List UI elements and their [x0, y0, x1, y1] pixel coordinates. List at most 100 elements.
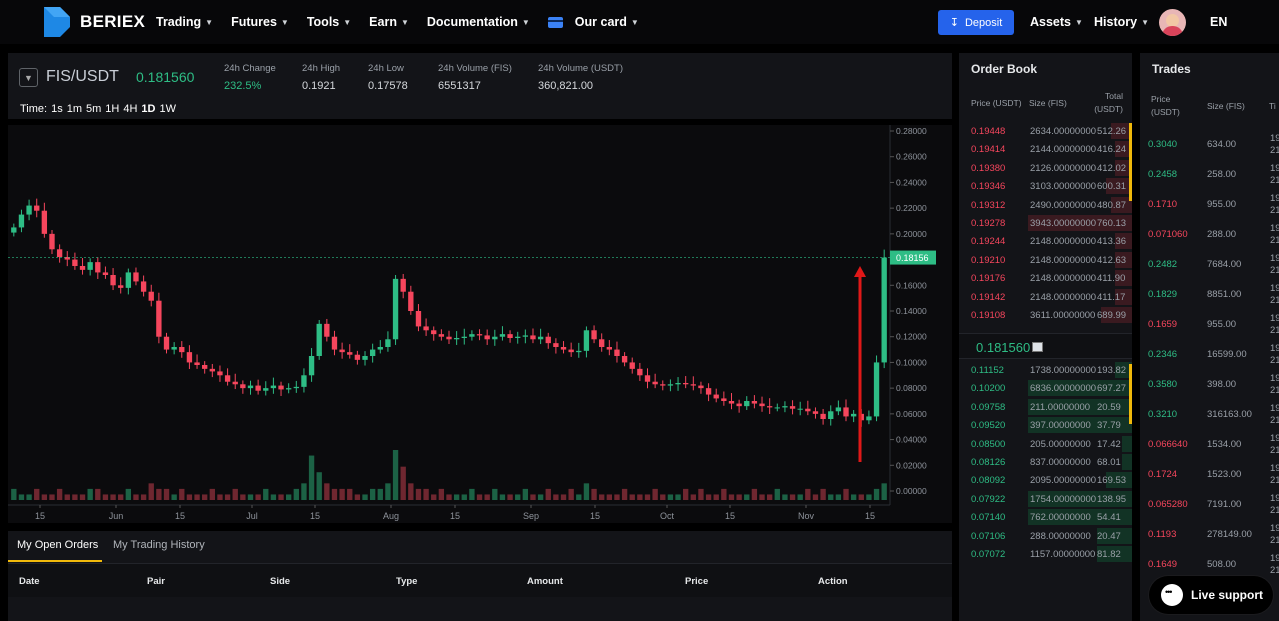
ob-price: 0.19108	[971, 310, 1006, 321]
tab-my-trading-history[interactable]: My Trading History	[113, 539, 205, 551]
volume-bar	[820, 488, 826, 500]
ob-bid-row[interactable]: 0.10200 6836.00000000 697.27	[959, 379, 1132, 397]
trade-time-line: 21	[1270, 145, 1279, 156]
trade-size: 398.00	[1207, 379, 1237, 390]
depth-bar	[1111, 123, 1132, 139]
volume-bar	[881, 483, 887, 500]
trade-price: 0.2458	[1148, 169, 1178, 180]
interval-1d[interactable]: 1D	[141, 103, 156, 115]
ob-size: 2490.00000000	[1030, 199, 1097, 211]
ob-ask-row[interactable]: 0.19380 2126.00000000 412.02	[959, 159, 1132, 177]
candle-body	[667, 384, 674, 386]
interval-5m[interactable]: 5m	[86, 103, 102, 115]
interval-1w[interactable]: 1W	[159, 103, 176, 115]
menu-documentation[interactable]: Documentation ▼	[427, 15, 530, 29]
ob-ask-row[interactable]: 0.19142 2148.00000000 411.17	[959, 288, 1132, 306]
menu-history[interactable]: History ▼	[1094, 0, 1149, 44]
ob-ask-row[interactable]: 0.19210 2148.00000000 412.63	[959, 251, 1132, 269]
candle-body	[232, 381, 238, 385]
candle-body	[553, 343, 559, 347]
menu-tools[interactable]: Tools ▼	[307, 15, 351, 29]
candle-body	[316, 323, 322, 356]
brand-logo[interactable]: BERIEX	[44, 7, 145, 37]
y-tick-label: 0.08000	[896, 383, 927, 393]
menu-assets[interactable]: Assets ▼	[1030, 0, 1083, 44]
y-tick-label: 0.06000	[896, 409, 927, 419]
volume-bar	[324, 483, 330, 500]
chevron-down-icon: ▼	[1075, 17, 1083, 27]
volume-bar	[64, 494, 70, 500]
menu-our-card[interactable]: Our card ▼	[547, 15, 639, 29]
ob-ask-row[interactable]: 0.19278 3943.00000000 760.13	[959, 214, 1132, 232]
live-support-button[interactable]: Live support	[1149, 576, 1273, 614]
ob-ask-row[interactable]: 0.19414 2144.00000000 416.24	[959, 140, 1132, 158]
trade-time-line: 21	[1270, 445, 1279, 456]
ob-ask-row[interactable]: 0.19312 2490.00000000 480.87	[959, 196, 1132, 214]
candle-body	[431, 330, 437, 335]
volume-bar	[553, 494, 559, 500]
candle-body	[568, 349, 574, 353]
ob-ask-row[interactable]: 0.19448 2634.00000000 512.26	[959, 122, 1132, 140]
interval-1m[interactable]: 1m	[66, 103, 82, 115]
ob-bid-row[interactable]: 0.08092 2095.00000000 169.53	[959, 471, 1132, 489]
ob-size: 2148.00000000	[1030, 291, 1097, 303]
trade-time: 19 21	[1270, 253, 1279, 277]
volume-bar	[499, 494, 506, 500]
trade-size: 1534.00	[1207, 439, 1242, 450]
pair-selector-toggle[interactable]: ▼	[19, 68, 38, 87]
x-tick-label: Jul	[246, 511, 258, 521]
brand-logo-icon	[44, 7, 70, 37]
ob-size: 2148.00000000	[1030, 273, 1097, 285]
price-chart[interactable]: 0.280000.260000.240000.220000.200000.180…	[8, 125, 952, 523]
language-switcher[interactable]: EN	[1210, 0, 1227, 44]
ob-price: 0.09758	[971, 401, 1006, 413]
depth-bar	[1114, 159, 1132, 176]
ob-bid-row[interactable]: 0.07140 762.00000000 54.41	[959, 508, 1132, 526]
trade-time: 19 21	[1270, 343, 1279, 367]
ob-bid-row[interactable]: 0.09758 211.00000000 20.59	[959, 398, 1132, 416]
interval-1s[interactable]: 1s	[51, 103, 63, 115]
stat-value: 0.1921	[302, 80, 336, 92]
ob-ask-row[interactable]: 0.19244 2148.00000000 413.36	[959, 232, 1132, 250]
ob-size: 2095.00000000	[1030, 475, 1097, 487]
menu-earn[interactable]: Earn ▼	[369, 15, 409, 29]
candle-body	[186, 352, 193, 363]
trade-time-line: 21	[1270, 175, 1279, 186]
ob-bid-row[interactable]: 0.11152 1738.00000000 193.82	[959, 361, 1132, 379]
ob-ask-row[interactable]: 0.19346 3103.00000000 600.31	[959, 177, 1132, 195]
trade-price: 0.2346	[1148, 349, 1178, 360]
candle-body	[209, 368, 215, 372]
candlestick-chart[interactable]: 0.280000.260000.240000.220000.200000.180…	[8, 125, 952, 523]
ob-size: 211.00000000	[1030, 401, 1091, 413]
interval-4h[interactable]: 4H	[123, 103, 138, 115]
menu-label: Trading	[156, 15, 202, 29]
menu-futures[interactable]: Futures ▼	[231, 15, 289, 29]
ob-bid-row[interactable]: 0.07106 288.00000000 20.47	[959, 527, 1132, 545]
candle-body	[805, 408, 811, 412]
ob-bid-row[interactable]: 0.07072 1157.00000000 81.82	[959, 545, 1132, 563]
ob-bid-row[interactable]: 0.08500 205.00000000 17.42	[959, 435, 1132, 453]
volume-bar	[240, 494, 246, 500]
tab-my-open-orders[interactable]: My Open Orders	[17, 539, 99, 551]
candle-body	[599, 339, 605, 347]
trade-price: 0.3040	[1148, 139, 1178, 150]
menu-trading[interactable]: Trading ▼	[156, 15, 213, 29]
deposit-button[interactable]: ↧ Deposit	[938, 10, 1014, 35]
volume-bar	[683, 488, 689, 500]
volume-bar	[812, 494, 819, 500]
ob-ask-row[interactable]: 0.19108 3611.00000000 689.99	[959, 306, 1132, 324]
volume-bar	[545, 488, 551, 500]
user-avatar[interactable]	[1159, 9, 1186, 36]
col-action: Action	[818, 576, 848, 587]
ob-bid-row[interactable]: 0.09520 397.00000000 37.79	[959, 416, 1132, 434]
volume-bar	[278, 494, 284, 500]
trade-row: 0.3210 316163.00 19 21	[1140, 399, 1279, 429]
ob-ask-row[interactable]: 0.19176 2148.00000000 411.90	[959, 269, 1132, 287]
menu-label: Tools	[306, 15, 340, 29]
interval-1h[interactable]: 1H	[105, 103, 120, 115]
volume-bar	[392, 450, 399, 500]
ob-bid-row[interactable]: 0.08126 837.00000000 68.01	[959, 453, 1132, 471]
ob-bid-row[interactable]: 0.07922 1754.00000000 138.95	[959, 490, 1132, 508]
volume-bar	[125, 488, 132, 500]
y-tick-label: 0.02000	[896, 460, 927, 470]
